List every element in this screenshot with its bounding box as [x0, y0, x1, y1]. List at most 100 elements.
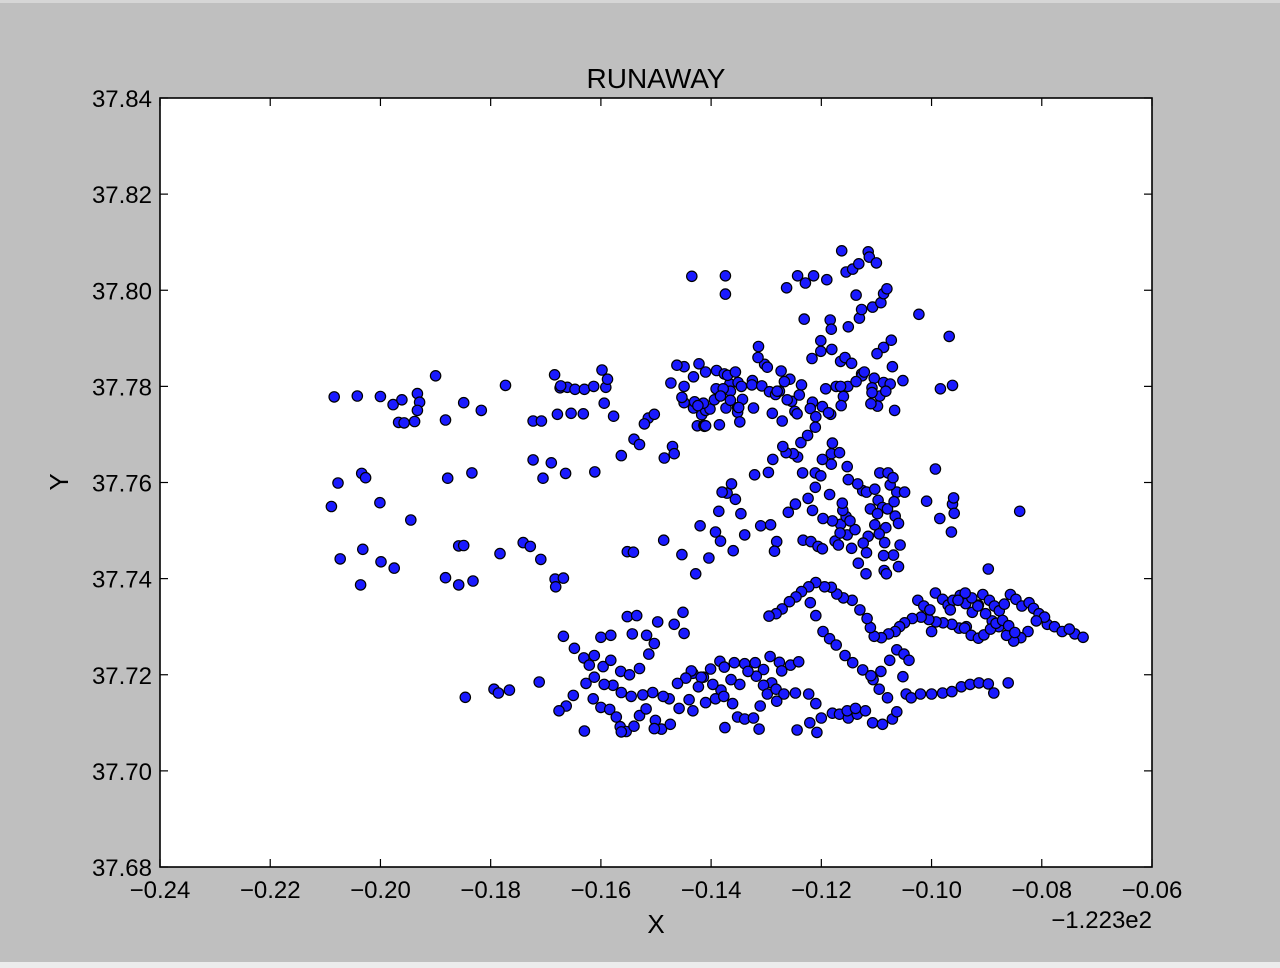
scatter-point [880, 567, 893, 580]
scatter-point [467, 575, 479, 587]
scatter-point [676, 548, 688, 561]
scatter-point [998, 598, 1011, 610]
scatter-point [671, 677, 684, 690]
scatter-point [780, 281, 793, 294]
scatter-point [757, 663, 770, 676]
scatter-point [835, 245, 848, 257]
scatter-point [814, 469, 827, 482]
scatter-point [475, 404, 488, 417]
scatter-point [822, 406, 835, 419]
x-tick-label: −0.14 [681, 877, 742, 904]
scatter-point [411, 404, 424, 417]
scatter-point [839, 649, 851, 662]
scatter-point [714, 535, 727, 547]
scatter-point [398, 417, 410, 429]
scatter-point [725, 673, 737, 686]
scatter-point [729, 493, 742, 506]
scatter-point [752, 340, 765, 353]
scatter-point [846, 656, 859, 669]
scatter-point [545, 456, 558, 469]
scatter-point [648, 637, 661, 650]
scatter-point [747, 402, 760, 414]
scatter-point [351, 390, 364, 402]
scatter-point [1022, 625, 1034, 638]
scatter-point [948, 507, 960, 520]
scatter-point [387, 398, 399, 411]
scatter-point [934, 382, 947, 395]
scatter-point [687, 370, 700, 383]
scatter-point [890, 705, 903, 718]
y-tick-label: 37.82 [92, 182, 152, 209]
scatter-point [834, 527, 846, 539]
scatter-point [524, 540, 537, 553]
scatter-point [958, 622, 971, 634]
y-axis-ticks: 37.68 37.70 37.72 37.74 37.76 37.78 37.80 37.82… [92, 86, 1152, 882]
scatter-point [753, 723, 765, 735]
scatter-point [595, 631, 607, 644]
scatter-point [429, 369, 442, 382]
plot-area [160, 98, 1152, 867]
scatter-point [844, 515, 856, 527]
scatter-point [946, 379, 959, 392]
x-tick-label: −0.20 [350, 877, 411, 904]
scatter-point [651, 616, 664, 628]
points-layer [325, 245, 1089, 739]
scatter-point [826, 515, 839, 527]
scatter-point [729, 366, 742, 378]
scatter-point [775, 665, 788, 677]
scatter-point [892, 560, 905, 573]
scatter-point [699, 419, 712, 432]
scatter-point [726, 697, 739, 710]
scatter-point [806, 504, 819, 517]
scatter-point [677, 606, 689, 619]
scatter-point [693, 357, 705, 370]
scatter-point [694, 519, 706, 532]
scatter-point [898, 486, 911, 498]
scatter-point [952, 594, 964, 607]
scatter-point [841, 460, 853, 473]
scatter-point [761, 688, 774, 700]
scatter-point [1008, 626, 1021, 639]
scatter-point [738, 529, 751, 541]
scatter-point [834, 380, 847, 393]
scatter-point [583, 659, 596, 671]
scatter-point [732, 401, 745, 414]
scatter-point [894, 539, 906, 551]
scatter-point [946, 685, 958, 698]
scatter-point [809, 410, 822, 423]
scatter-point [328, 391, 340, 403]
scatter-point [865, 397, 877, 410]
scatter-point [678, 380, 690, 393]
scatter-point [752, 351, 764, 364]
scatter-point [551, 408, 564, 421]
scatter-point [868, 483, 881, 495]
scatter-point [865, 669, 877, 682]
scatter-point [699, 366, 712, 378]
scatter-point [459, 691, 472, 704]
scatter-point [719, 288, 732, 300]
scatter-point [727, 544, 739, 557]
scatter-point [648, 722, 661, 735]
scatter-point [535, 415, 548, 427]
scatter-point [845, 542, 858, 555]
scatter-point [671, 359, 683, 371]
scatter-point [568, 642, 581, 655]
scatter-point [439, 414, 452, 426]
scatter-point [578, 725, 591, 737]
scatter-point [598, 397, 610, 409]
scatter-point [925, 625, 938, 638]
scatter-point [692, 680, 705, 693]
scatter-point [802, 492, 814, 505]
scatter-point [587, 380, 600, 393]
scatter-point [887, 471, 899, 484]
scatter-point [494, 547, 506, 560]
scatter-point [814, 345, 827, 358]
scatter-point [325, 500, 338, 513]
scatter-point [615, 686, 628, 699]
x-tick-label: −0.18 [460, 877, 521, 904]
scatter-point [648, 408, 661, 421]
scatter-point [826, 437, 839, 449]
scatter-point [873, 528, 885, 540]
scatter-point [881, 282, 893, 295]
scatter-point [819, 382, 832, 395]
